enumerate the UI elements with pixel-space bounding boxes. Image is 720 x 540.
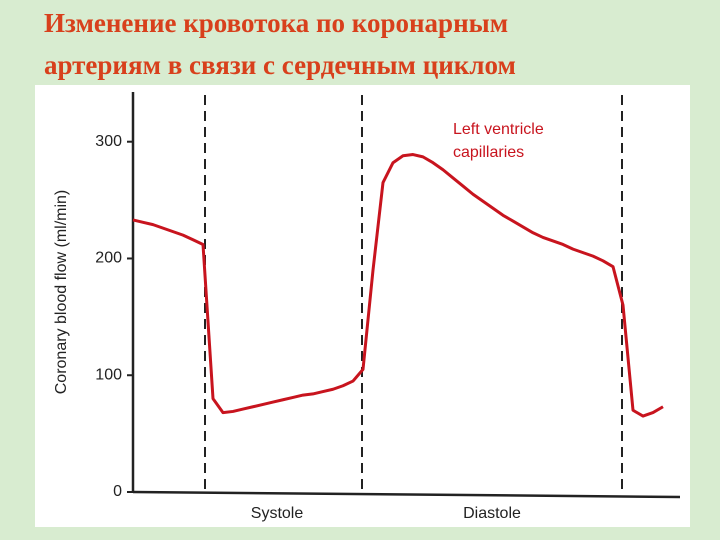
phase-label: Systole	[251, 505, 304, 522]
y-tick-label: 200	[95, 250, 122, 267]
y-tick-label: 0	[113, 483, 122, 500]
x-axis	[132, 490, 681, 499]
slide-title: артериям в связи с сердечным циклом	[44, 50, 516, 80]
flow-line	[132, 153, 664, 418]
y-tick-label: 300	[95, 133, 122, 150]
slide-title: Изменение кровотока по коронарным	[44, 8, 509, 38]
annotation: Left ventricle	[453, 121, 544, 138]
y-axis-label: Coronary blood flow (ml/min)	[53, 190, 70, 395]
y-tick-label: 100	[95, 366, 122, 383]
phase-label: Diastole	[463, 505, 521, 522]
annotation: capillaries	[453, 144, 524, 161]
